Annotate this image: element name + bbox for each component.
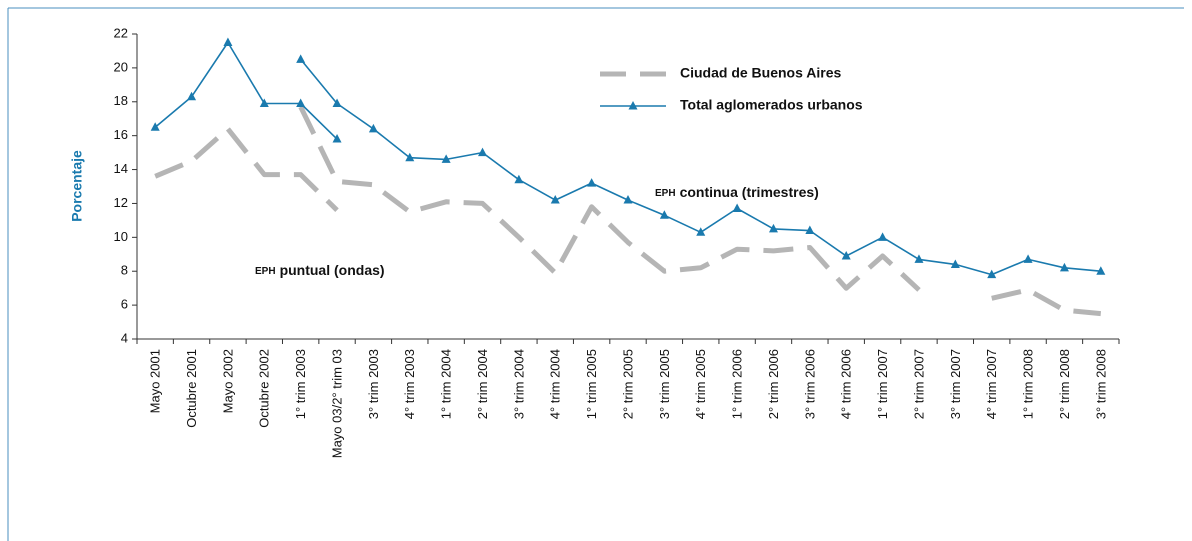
y-tick-label: 16 [114,127,128,142]
x-tick-label: 2° trim 2005 [620,349,635,419]
x-tick-label: 4° trim 2006 [839,349,854,419]
legend-label: Ciudad de Buenos Aires [680,65,842,81]
marker [332,98,342,107]
marker [296,54,306,63]
marker [1059,262,1069,272]
y-tick-label: 20 [114,59,128,74]
marker [841,250,851,260]
x-tick-label: 3° trim 2007 [948,349,963,419]
marker [550,195,560,204]
y-axis-label: Porcentaje [69,150,85,222]
marker [441,154,451,163]
marker [187,91,197,101]
x-tick-label: 4° trim 2005 [693,349,708,419]
y-tick-label: 10 [114,229,128,244]
y-tick-label: 22 [114,25,128,40]
annotation: EPH puntual (ondas) [255,262,385,278]
marker [696,227,706,236]
marker [259,98,269,107]
x-tick-label: 1° trim 2007 [875,349,890,419]
marker [223,37,233,46]
x-tick-label: 2° trim 2006 [766,349,781,419]
marker [914,254,924,263]
x-tick-label: Octubre 2002 [257,349,272,428]
annotation-abbr: EPH [655,188,676,199]
x-tick-label: Octubre 2001 [184,349,199,428]
y-tick-label: 14 [114,161,128,176]
x-tick-label: 3° trim 2003 [366,349,381,419]
marker [623,195,633,204]
y-tick-label: 18 [114,93,128,108]
marker [368,123,378,133]
x-tick-label: 4° trim 2004 [548,349,563,419]
x-tick-label: 3° trim 2008 [1093,349,1108,419]
marker [805,225,815,235]
x-tick-label: Mayo 03/2° trim 03 [329,349,344,458]
x-tick-label: 1° trim 2005 [584,349,599,419]
annotation-text: continua (trimestres) [680,184,819,200]
x-tick-label: Mayo 2002 [220,349,235,413]
marker [987,269,997,279]
y-tick-label: 8 [121,263,128,278]
marker [659,210,669,219]
x-tick-label: 2° trim 2008 [1057,349,1072,419]
x-tick-label: 2° trim 2007 [911,349,926,419]
marker [514,174,524,184]
marker [150,122,160,131]
series-line [991,287,1102,317]
marker [478,147,488,157]
x-tick-label: 3° trim 2006 [802,349,817,419]
x-tick-label: 1° trim 2003 [293,349,308,419]
series-line [154,41,338,140]
x-tick-label: 4° trim 2003 [402,349,417,419]
y-tick-label: 6 [121,297,128,312]
x-tick-label: 2° trim 2004 [475,349,490,419]
x-tick-label: 3° trim 2005 [657,349,672,419]
marker [732,203,742,213]
x-tick-label: 4° trim 2007 [984,349,999,419]
x-tick-label: Mayo 2001 [148,349,163,413]
legend-marker [628,101,638,110]
annotation: EPH continua (trimestres) [655,184,819,200]
x-tick-label: 1° trim 2004 [439,349,454,419]
y-tick-label: 12 [114,195,128,210]
marker [1096,266,1106,275]
marker [296,98,306,107]
series-line [154,126,339,212]
x-tick-label: 3° trim 2004 [511,349,526,419]
x-tick-label: 1° trim 2006 [730,349,745,419]
marker [950,259,960,268]
marker [1023,254,1033,263]
series-line [300,58,1101,276]
marker [587,178,597,187]
annotation-abbr: EPH [255,266,276,277]
marker [878,232,888,241]
marker [405,152,415,162]
y-tick-label: 4 [121,330,128,345]
marker [332,134,342,143]
series-line [298,105,921,292]
annotation-text: puntual (ondas) [280,262,385,278]
legend-label: Total aglomerados urbanos [680,97,863,113]
marker [768,223,778,233]
x-tick-label: 1° trim 2008 [1021,349,1036,419]
